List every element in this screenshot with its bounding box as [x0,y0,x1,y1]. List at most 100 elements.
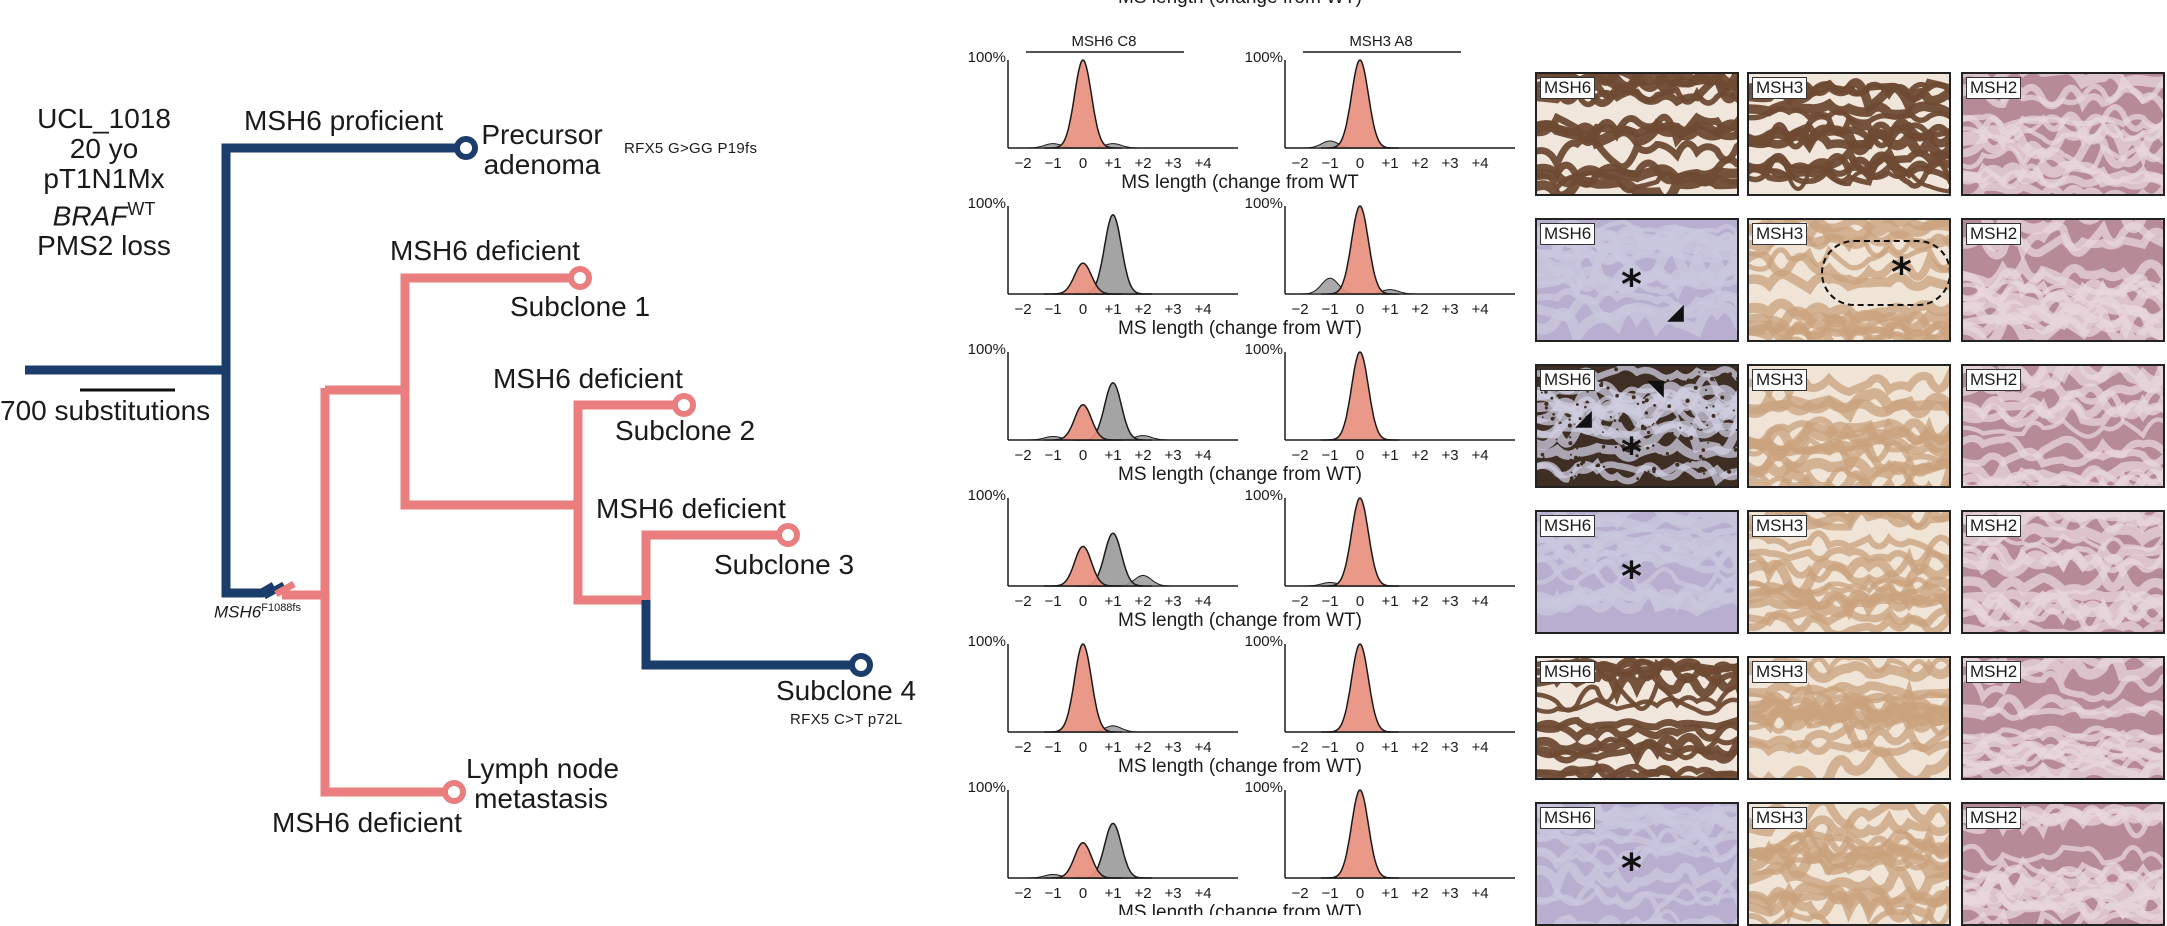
subclone2-branch-label: MSH6 deficient [493,364,683,394]
stain-speck [1571,472,1573,474]
tissue-band [1749,751,1951,780]
ihc-stain-label: MSH3 [1752,369,1807,391]
subclone3-branch-label: MSH6 deficient [596,494,786,524]
x-tick-label: +3 [1441,447,1458,464]
stain-speck [1702,457,1705,460]
stain-speck [1602,445,1606,449]
stain-speck [1576,447,1578,449]
subclone4-node [852,656,870,674]
subclone-split-branch [405,390,578,505]
x-tick-label: +3 [1441,301,1458,318]
wt-peak [1044,60,1122,148]
x-tick-label: −2 [1014,885,1031,902]
x-tick-label: +2 [1411,593,1428,610]
y-tick-label: 100% [968,49,1006,66]
x-tick-label: +4 [1194,885,1211,902]
x-tick-label: +4 [1471,739,1488,756]
x-tick-label: +1 [1104,739,1121,756]
tissue-band [1963,264,2165,283]
stain-speck [1710,377,1714,381]
stain-speck [1543,479,1547,483]
lymph-node [445,783,463,801]
ihc-tile-msh3: MSH3 [1747,72,1951,196]
stain-speck [1578,456,1580,458]
ihc-tile-msh3: MSH3 * [1747,218,1951,342]
stain-speck [1581,434,1583,436]
lymph-branch-label: MSH6 deficient [272,808,462,838]
asterisk-mark: * [1891,250,1912,296]
stain-speck [1690,379,1694,383]
x-tick-label: −2 [1291,155,1308,172]
ihc-tile-msh3: MSH3 [1747,802,1951,926]
stain-speck [1544,402,1548,406]
ihc-stain-label: MSH3 [1752,223,1807,245]
x-tick-label: +1 [1381,593,1398,610]
precursor-node [457,139,475,157]
stain-speck [1667,404,1671,408]
stain-speck [1736,429,1738,431]
column-header: MSH6 C8 [1071,33,1136,50]
subclone4-mutation: RFX5 C>T p72L [790,711,902,728]
stain-speck [1597,463,1601,467]
ihc-tile-msh6: MSH6*◢ [1535,218,1739,342]
y-tick-label: 100% [968,341,1006,358]
x-tick-label: −1 [1044,739,1061,756]
x-tick-label: +4 [1194,447,1211,464]
tissue-band [1963,844,2165,863]
stain-speck [1671,432,1674,435]
stain-speck [1542,416,1544,418]
x-tick-label: −1 [1044,593,1061,610]
x-tick-label: −1 [1321,885,1338,902]
x-tick-label: −1 [1044,301,1061,318]
x-tick-label: +4 [1194,155,1211,172]
ihc-stain-label: MSH2 [1966,77,2021,99]
ihc-tile-msh2: MSH2 [1961,72,2165,196]
stain-speck [1686,476,1690,480]
wt-peak [1321,352,1399,440]
arrowhead-mark: ◢ [1667,300,1684,325]
ihc-stain-label: MSH2 [1966,515,2021,537]
x-tick-label: 0 [1079,155,1087,172]
stain-speck [1700,429,1702,431]
x-tick-label: +2 [1134,301,1151,318]
stain-speck [1615,446,1617,448]
asterisk-mark: * [1621,846,1642,892]
ihc-stain-label: MSH6 [1540,661,1595,683]
ihc-tile-msh2: MSH2 [1961,656,2165,780]
stain-speck [1668,442,1671,445]
x-tick-label: +2 [1134,447,1151,464]
ihc-stain-label: MSH6 [1540,807,1595,829]
x-tick-label: +4 [1471,885,1488,902]
stain-speck [1691,366,1695,369]
stain-speck [1541,392,1543,394]
stain-speck [1704,395,1707,398]
x-tick-label: +1 [1381,885,1398,902]
y-tick-label: 100% [968,633,1006,650]
x-axis-label: MS length (change from WT) [1118,318,1362,339]
x-tick-label: +3 [1164,739,1181,756]
x-tick-label: +3 [1441,155,1458,172]
y-tick-label: 100% [1245,633,1283,650]
stain-speck [1646,447,1649,450]
x-axis-label: MS length (change from WT) [1118,902,1362,915]
stain-speck [1557,456,1559,458]
stain-speck [1636,376,1639,379]
x-tick-label: +1 [1104,593,1121,610]
stain-speck [1653,404,1656,407]
y-tick-label: 100% [1245,341,1283,358]
ihc-tile-msh3: MSH3 [1747,656,1951,780]
x-tick-label: +2 [1134,593,1151,610]
x-tick-label: −1 [1321,301,1338,318]
stain-speck [1637,403,1639,405]
x-tick-label: −2 [1291,301,1308,318]
x-tick-label: +1 [1104,155,1121,172]
x-tick-label: +4 [1194,593,1211,610]
stain-speck [1614,419,1617,422]
stain-speck [1641,425,1645,429]
x-tick-label: +2 [1411,447,1428,464]
x-tick-label: +4 [1471,155,1488,172]
x-tick-label: 0 [1356,155,1364,172]
ihc-stain-label: MSH6 [1540,369,1595,391]
stain-speck [1636,477,1639,480]
asterisk-mark: * [1621,430,1642,476]
